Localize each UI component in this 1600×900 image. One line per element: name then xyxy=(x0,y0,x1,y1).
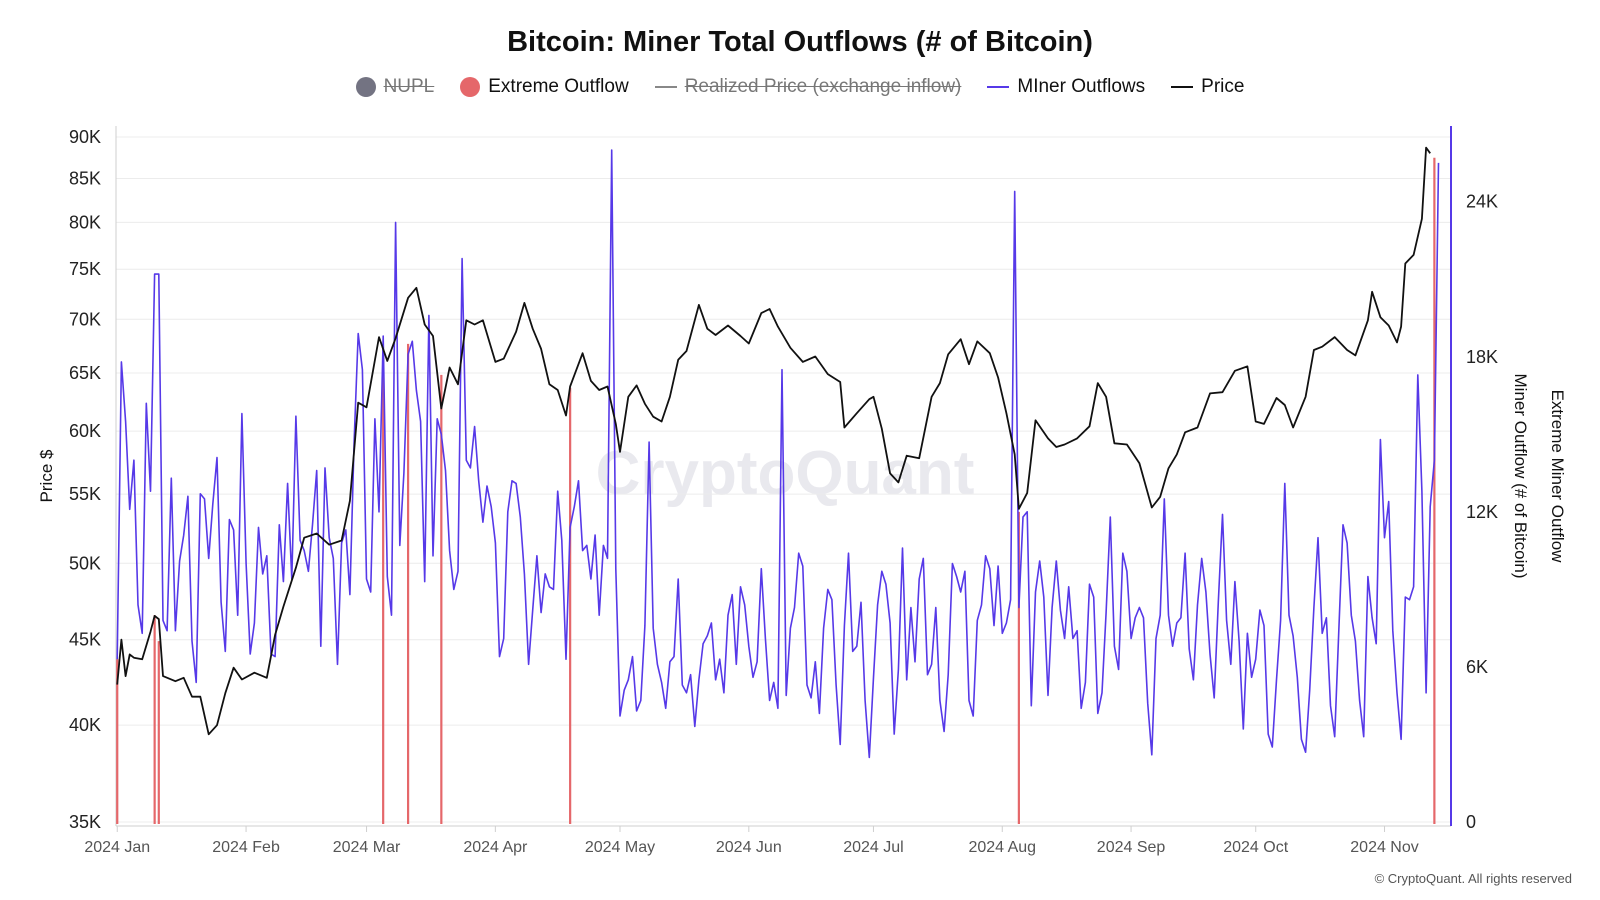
legend-swatch-3 xyxy=(987,86,1010,88)
y-left-tick-label-3: 50K xyxy=(69,553,101,573)
y-right-tick-label-1: 6K xyxy=(1466,657,1488,677)
legend-item-3[interactable]: MIner Outflows xyxy=(987,76,1145,98)
legend-swatch-1 xyxy=(460,77,481,97)
legend-item-1[interactable]: Extreme Outflow xyxy=(460,76,629,98)
y-left-tick-label-10: 85K xyxy=(69,168,101,188)
x-tick-label-4: 2024 May xyxy=(585,839,655,856)
x-tick-label-6: 2024 Jul xyxy=(843,839,904,856)
y-left-tick-label-11: 90K xyxy=(69,127,101,147)
legend-label-0: NUPL xyxy=(383,76,435,97)
y-left-tick-label-9: 80K xyxy=(69,212,101,232)
x-tick-label-5: 2024 Jun xyxy=(716,839,782,856)
legend-swatch-4 xyxy=(1171,86,1194,88)
chart-title: Bitcoin: Miner Total Outflows (# of Bitc… xyxy=(507,26,1093,58)
x-tick-label-3: 2024 Apr xyxy=(463,839,528,856)
legend-label-2: Realized Price (exchange inflow) xyxy=(684,76,962,97)
price-line xyxy=(116,146,1431,736)
copyright: © CryptoQuant. All rights reserved xyxy=(1374,871,1572,886)
x-tick-label-8: 2024 Sep xyxy=(1097,839,1166,856)
legend-label-3: MIner Outflows xyxy=(1017,76,1146,97)
y-left-tick-label-1: 40K xyxy=(69,715,101,735)
legend-item-2[interactable]: Realized Price (exchange inflow) xyxy=(654,76,962,98)
x-tick-label-2: 2024 Mar xyxy=(333,839,401,856)
x-tick-label-10: 2024 Nov xyxy=(1350,839,1419,856)
y-left-tick-label-0: 35K xyxy=(69,812,101,832)
y-left-tick-label-7: 70K xyxy=(69,309,101,329)
x-tick-label-9: 2024 Oct xyxy=(1223,839,1288,856)
legend-swatch-2 xyxy=(654,86,677,88)
y-left-axis-title: Price $ xyxy=(37,449,56,502)
y-right-tick-label-0: 0 xyxy=(1466,812,1476,832)
y-right-tick-label-4: 24K xyxy=(1466,192,1498,212)
legend-item-4[interactable]: Price xyxy=(1171,76,1244,98)
y-left-tick-label-8: 75K xyxy=(69,259,101,279)
y-right-tick-label-3: 18K xyxy=(1466,347,1498,367)
legend-label-1: Extreme Outflow xyxy=(488,76,629,97)
watermark: CryptoQuant xyxy=(596,439,975,508)
y-left-tick-label-2: 45K xyxy=(69,630,101,650)
y-right-tick-label-2: 12K xyxy=(1466,502,1498,522)
y-right-axis-title: Miner Outflow (# of Bitcoin) xyxy=(1511,373,1530,578)
legend-label-4: Price xyxy=(1201,76,1245,97)
x-tick-label-1: 2024 Feb xyxy=(212,839,280,856)
y-left-tick-label-5: 60K xyxy=(69,421,101,441)
legend-swatch-0 xyxy=(355,77,376,97)
legend: NUPL Extreme Outflow Realized Price (excha… xyxy=(0,76,1600,98)
x-tick-label-7: 2024 Aug xyxy=(968,839,1036,856)
y-left-tick-label-6: 65K xyxy=(69,363,101,383)
x-tick-label-0: 2024 Jan xyxy=(84,839,150,856)
y-left-tick-label-4: 55K xyxy=(69,484,101,504)
miner-outflows-line xyxy=(116,149,1440,759)
legend-item-0[interactable]: NUPL xyxy=(355,76,435,98)
y-right-axis-title-2: Extreme Miner Outflow xyxy=(1548,390,1567,564)
